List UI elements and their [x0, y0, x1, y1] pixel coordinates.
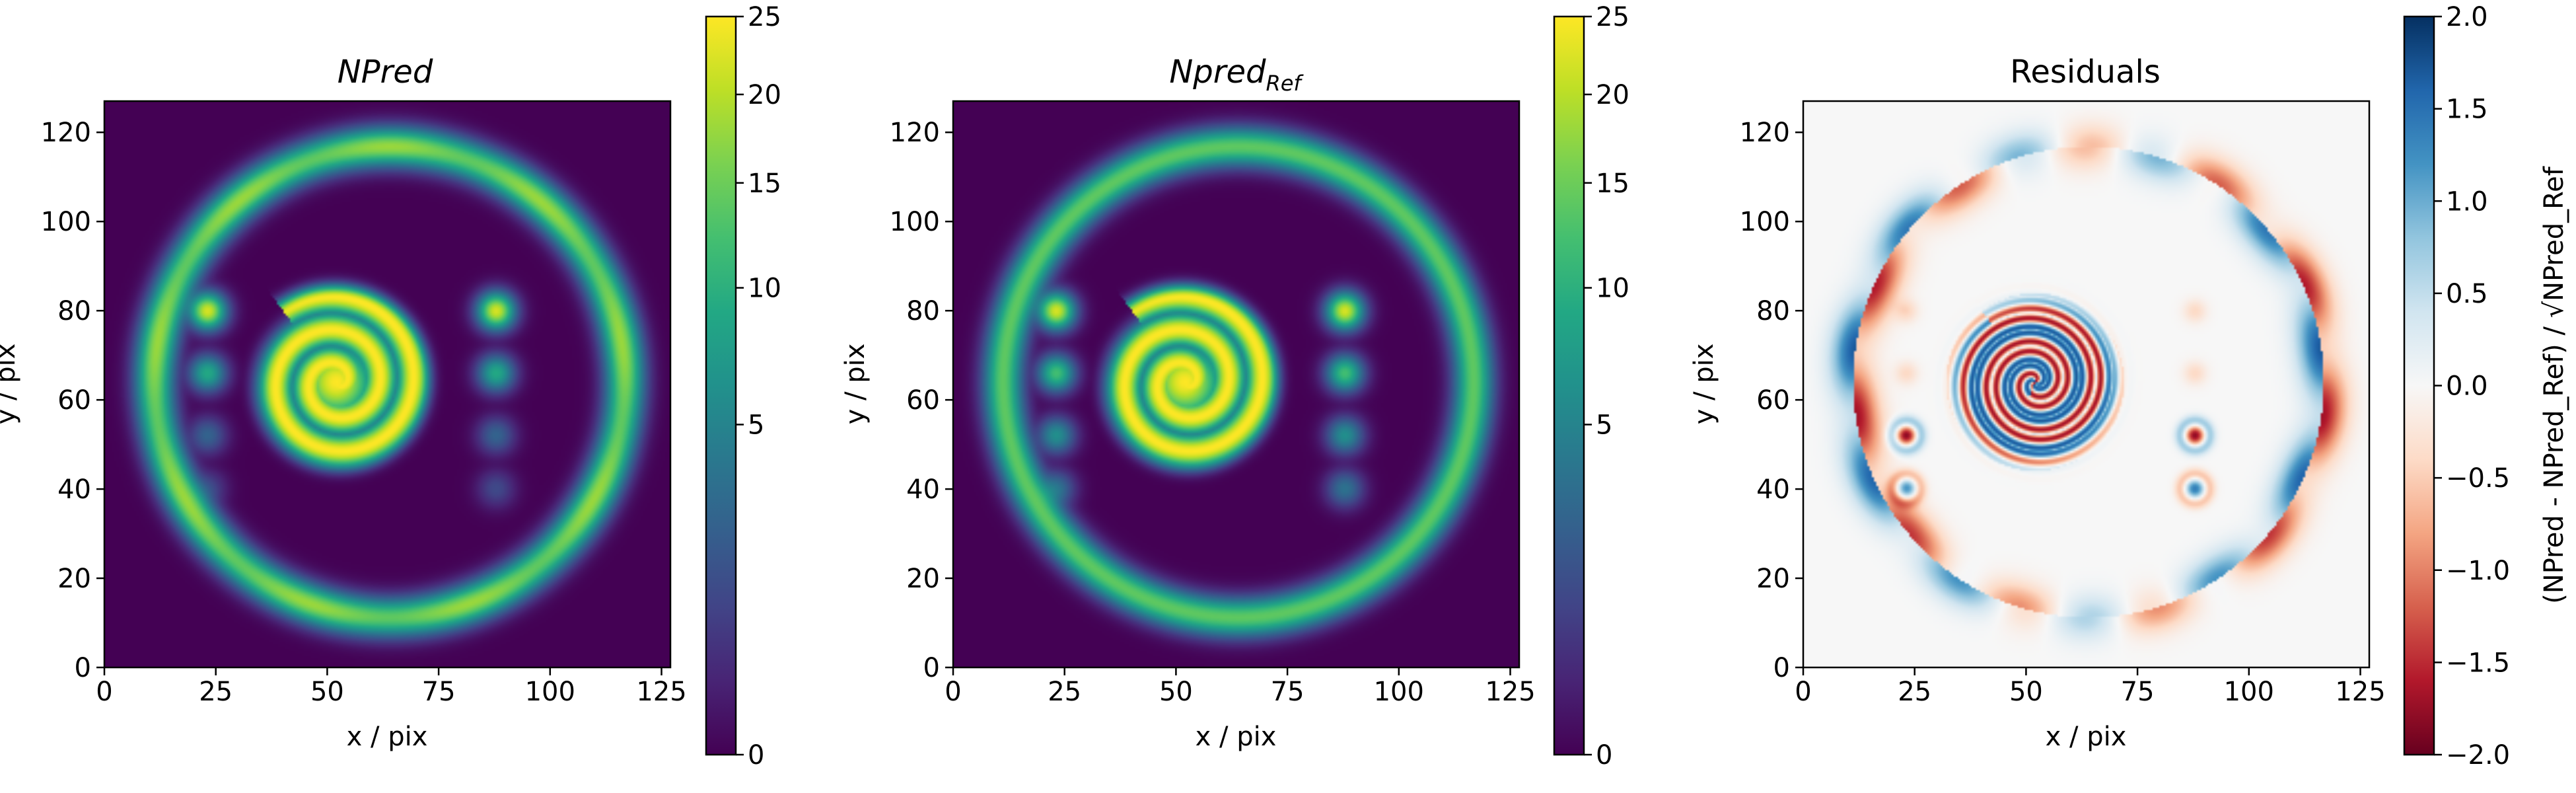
panel-residuals: Residuals 0 25 50 75 100 125 0 20 40 60 80 100 120 x… [1689, 2, 2569, 771]
x-tick-label: 0 [1795, 677, 1811, 707]
axes-frame [1802, 100, 2371, 669]
colorbar-tick-label: 5 [1596, 410, 1612, 440]
colorbar-tick-label: 0.5 [2446, 279, 2488, 309]
heatmap-image [953, 101, 1519, 667]
colorbar-tick-label: −0.5 [2446, 463, 2510, 494]
heatmap-image [1803, 101, 2369, 667]
panel-title: Residuals [2010, 54, 2161, 91]
y-tick-label: 120 [1740, 118, 1790, 148]
colorbar-ticks: 0 5 10 15 20 25 [736, 2, 781, 771]
colorbar-tick-label: 5 [748, 410, 764, 440]
y-tick-label: 60 [906, 385, 940, 416]
colorbar-tick-label: 0.0 [2446, 371, 2488, 402]
x-tick-label: 75 [422, 677, 456, 707]
axes-ticks: 0 25 50 75 100 125 0 20 40 60 80 100 120 [41, 118, 687, 707]
x-tick-label: 125 [1485, 677, 1535, 707]
colorbar-tick-label: −1.5 [2446, 648, 2510, 678]
x-tick-label: 25 [1898, 677, 1931, 707]
y-tick-label: 0 [75, 653, 91, 683]
y-tick-label: 60 [1756, 385, 1790, 416]
y-tick-label: 80 [1756, 296, 1790, 326]
y-tick-label: 120 [41, 118, 91, 148]
y-tick-label: 40 [57, 474, 91, 505]
colorbar-tick-label: 1.0 [2446, 186, 2488, 217]
x-tick-label: 100 [525, 677, 575, 707]
colorbar-tick-label: 1.5 [2446, 94, 2488, 125]
x-tick-label: 50 [2009, 677, 2043, 707]
y-axis-label: y / pix [0, 344, 21, 425]
y-axis-label: y / pix [1689, 344, 1719, 425]
y-tick-label: 100 [1740, 207, 1790, 237]
heatmap-image [104, 101, 670, 667]
y-tick-label: 80 [57, 296, 91, 326]
x-tick-label: 50 [310, 677, 344, 707]
colorbar-tick-label: 15 [748, 169, 781, 199]
y-tick-label: 0 [923, 653, 940, 683]
colorbar-tick-label: 20 [1596, 80, 1629, 110]
y-tick-label: 120 [890, 118, 940, 148]
colorbar-tick-label: 25 [1596, 2, 1629, 32]
x-tick-label: 100 [1374, 677, 1424, 707]
x-tick-label: 50 [1159, 677, 1193, 707]
x-tick-label: 0 [96, 677, 112, 707]
x-tick-label: 125 [2335, 677, 2385, 707]
y-axis-label: y / pix [840, 344, 871, 425]
colorbar-tick-label: 0 [1596, 740, 1612, 771]
x-tick-label: 75 [1271, 677, 1305, 707]
panel-title: NPred [338, 54, 433, 91]
x-tick-label: 0 [945, 677, 961, 707]
panel-title: NpredRef [1169, 54, 1304, 96]
axes-ticks: 0 25 50 75 100 125 0 20 40 60 80 100 120 [1740, 118, 2386, 707]
x-tick-label: 125 [636, 677, 686, 707]
x-axis-label: x / pix [2046, 722, 2127, 752]
colorbar-tick-label: 2.0 [2446, 2, 2488, 32]
colorbar-tick-label: 0 [748, 740, 764, 771]
colorbar-tick-label: 15 [1596, 169, 1629, 199]
colorbar [705, 15, 737, 756]
colorbar [2403, 15, 2435, 756]
x-tick-label: 100 [2224, 677, 2274, 707]
axes-frame [103, 100, 672, 669]
colorbar-ticks: 0 5 10 15 20 25 [1584, 2, 1629, 771]
colorbar-tick-label: 10 [748, 274, 781, 304]
y-tick-label: 80 [906, 296, 940, 326]
y-tick-label: 100 [41, 207, 91, 237]
x-tick-label: 25 [1048, 677, 1081, 707]
y-tick-label: 20 [1756, 564, 1790, 594]
y-tick-label: 40 [1756, 474, 1790, 505]
y-tick-label: 100 [890, 207, 940, 237]
colorbar-tick-label: −1.0 [2446, 556, 2510, 586]
x-tick-label: 75 [2121, 677, 2155, 707]
colorbar-tick-label: 10 [1596, 274, 1629, 304]
colorbar-ticks: 2.0 1.5 1.0 0.5 0.0 −0.5 −1.0 −1.5 −2.0 [2434, 2, 2510, 771]
x-axis-label: x / pix [1196, 722, 1277, 752]
y-tick-label: 40 [906, 474, 940, 505]
y-tick-label: 20 [906, 564, 940, 594]
y-tick-label: 20 [57, 564, 91, 594]
x-tick-label: 25 [199, 677, 233, 707]
axes-frame [952, 100, 1521, 669]
colorbar-label: (NPred - NPred_Ref) / √NPred_Ref [2539, 166, 2569, 603]
y-tick-label: 0 [1773, 653, 1790, 683]
colorbar [1553, 15, 1585, 756]
x-axis-label: x / pix [347, 722, 428, 752]
y-tick-label: 60 [57, 385, 91, 416]
colorbar-tick-label: 25 [748, 2, 781, 32]
colorbar-tick-label: −2.0 [2446, 740, 2510, 771]
axes-ticks: 0 25 50 75 100 125 0 20 40 60 80 100 120 [890, 118, 1536, 707]
colorbar-tick-label: 20 [748, 80, 781, 110]
